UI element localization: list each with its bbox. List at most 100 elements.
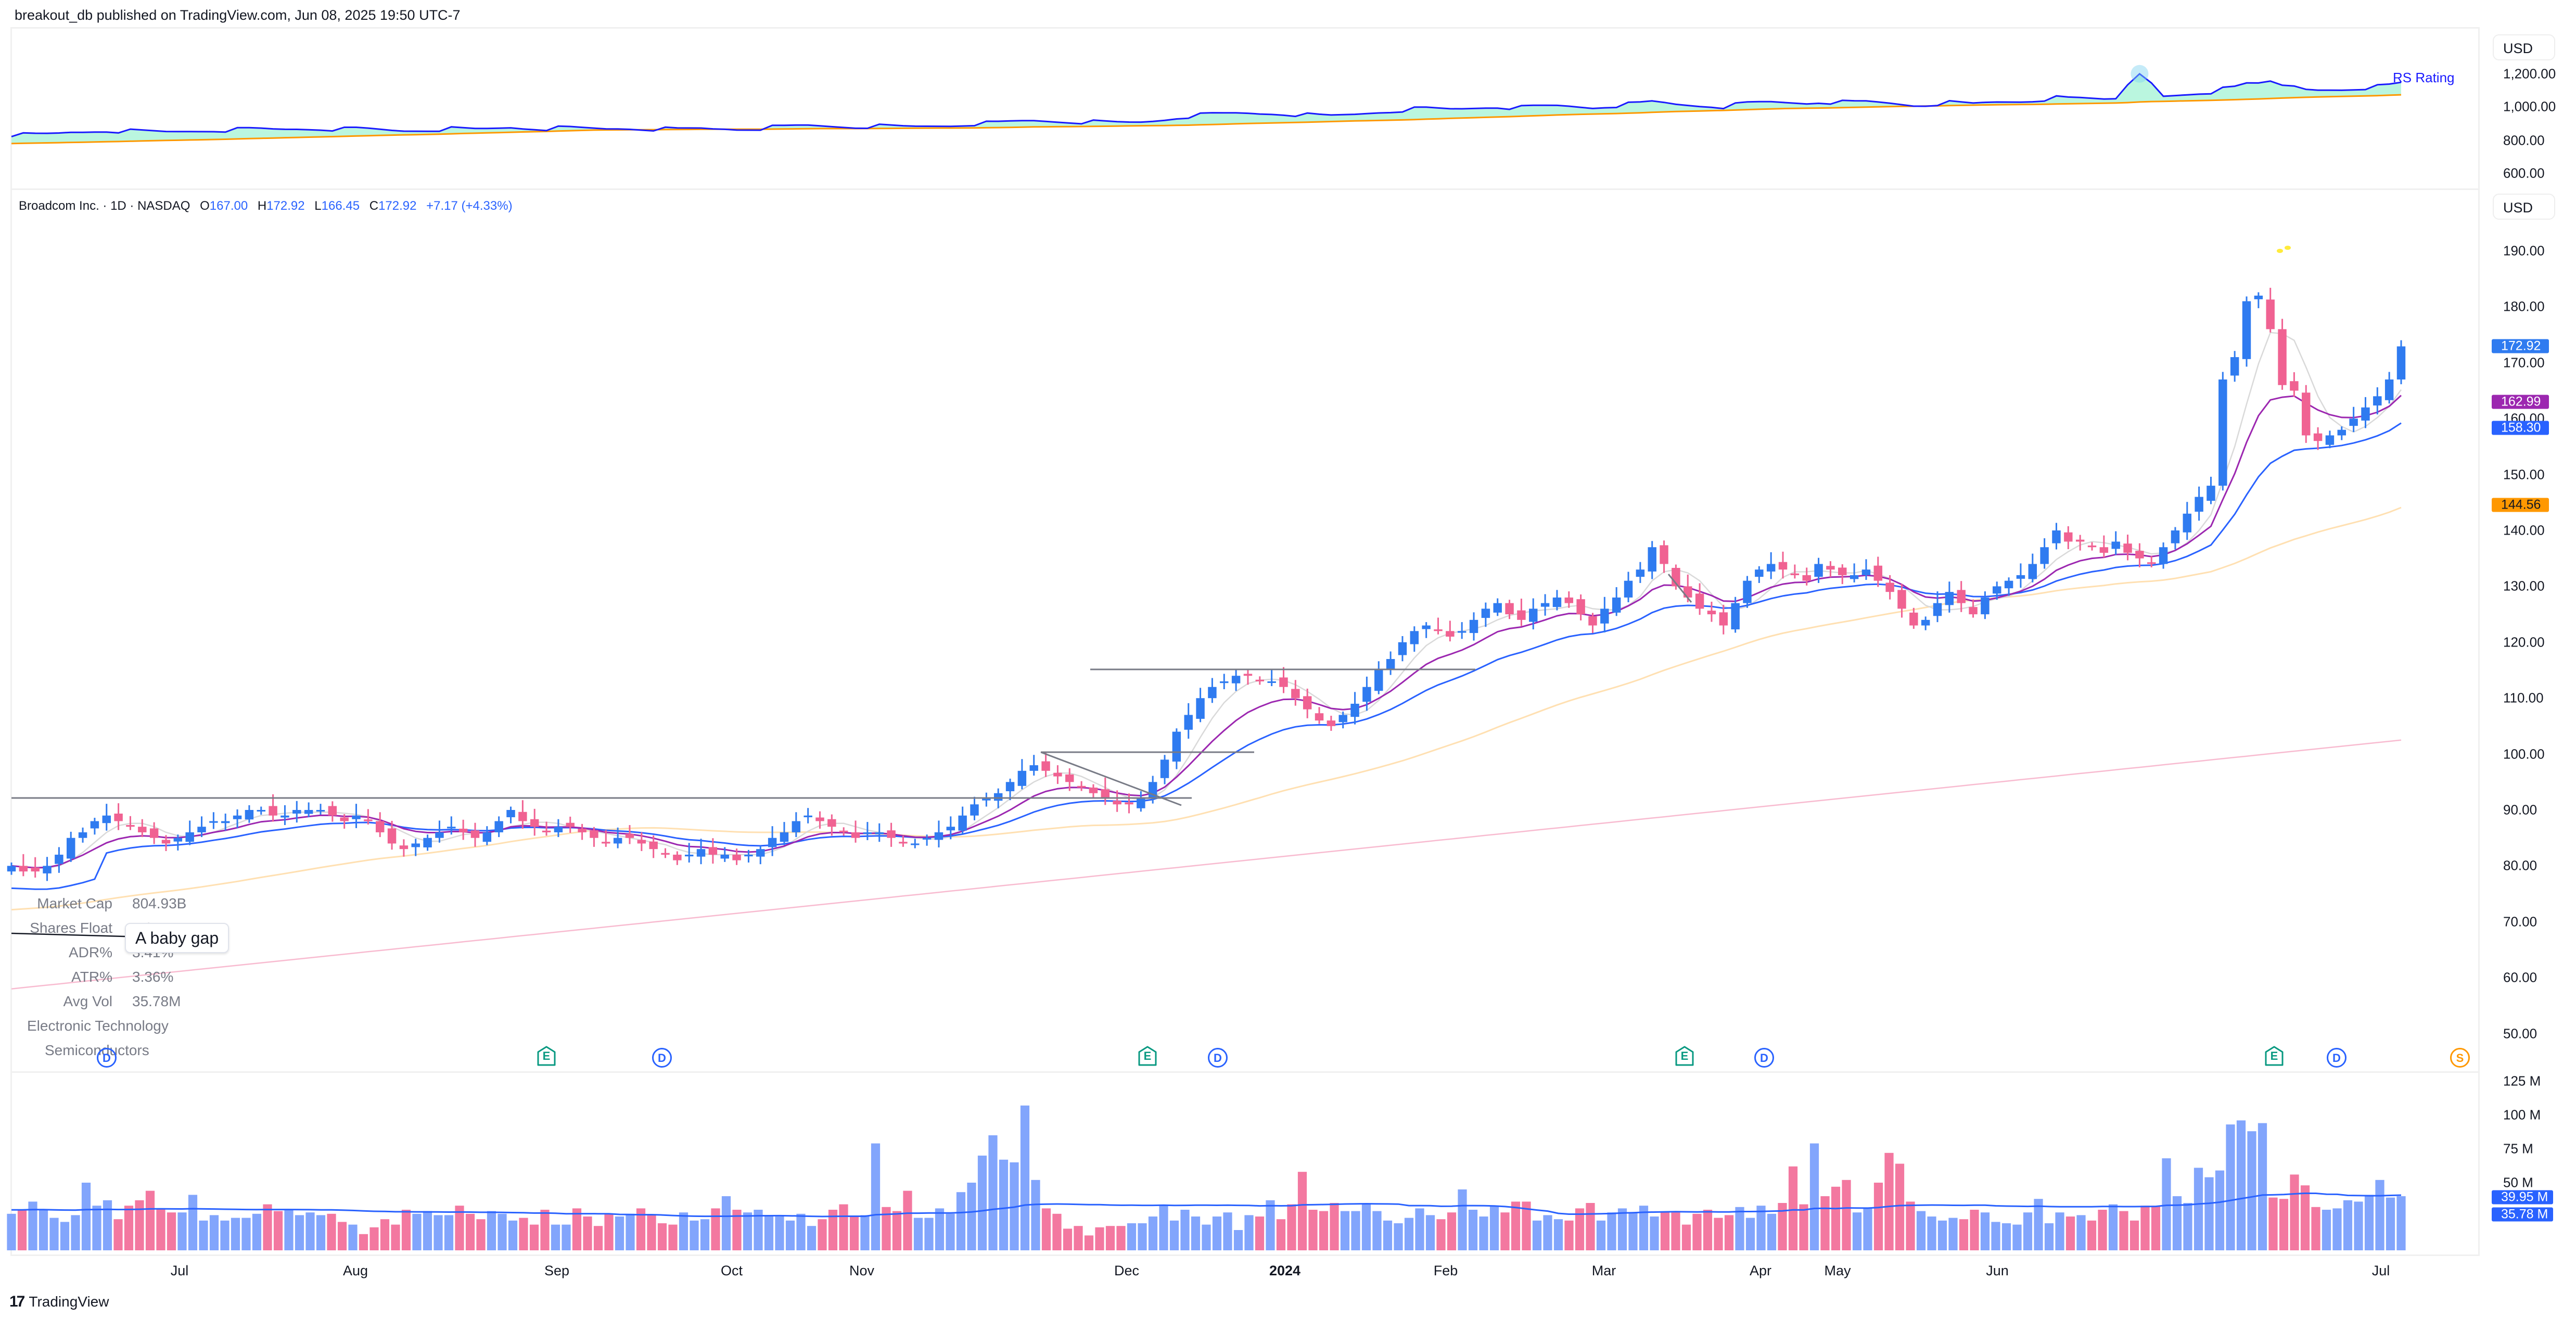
candle-body (2218, 379, 2227, 486)
stat-sector: Electronic Technology (24, 1013, 186, 1038)
volume-bar (2247, 1131, 2256, 1250)
volume-bar (1724, 1215, 1734, 1250)
volume-bar (1586, 1203, 1595, 1250)
split-icon[interactable]: S (2450, 1048, 2470, 1068)
stat-value: 804.93B (132, 895, 187, 911)
candle-body (1826, 566, 1835, 570)
symbol-legend[interactable]: Broadcom Inc. · 1D · NASDAQ O167.00 H172… (19, 199, 513, 213)
volume-bar (2226, 1124, 2235, 1250)
volume-bar (1074, 1226, 1083, 1250)
volume-bar (1394, 1223, 1403, 1250)
price-tick: 110.00 (2503, 690, 2544, 706)
candle-body (2254, 295, 2263, 299)
volume-bar (604, 1213, 614, 1250)
candle-body (708, 847, 718, 855)
price-pane[interactable] (10, 188, 2480, 1072)
rs-tick: 1,200.00 (2503, 66, 2556, 82)
dividend-icon[interactable]: D (2327, 1048, 2347, 1068)
earnings-icon[interactable]: E (2264, 1046, 2284, 1066)
volume-bar (1607, 1212, 1616, 1250)
candle-body (566, 822, 575, 827)
volume-bar (2332, 1208, 2342, 1250)
candle-body (1552, 597, 1562, 607)
candle-body (1517, 610, 1526, 620)
candle-body (1897, 590, 1906, 609)
volume-bar (690, 1220, 699, 1250)
dividend-icon[interactable]: D (1208, 1048, 1228, 1068)
price-tick: 50.00 (2503, 1025, 2537, 1042)
volume-bar (2258, 1123, 2267, 1250)
candle-body (90, 821, 99, 829)
price-currency-button[interactable]: USD (2493, 194, 2555, 220)
candle-body (768, 838, 777, 847)
price-tick: 90.00 (2503, 802, 2537, 818)
earnings-icon[interactable]: E (537, 1046, 556, 1066)
volume-bar (1714, 1218, 1723, 1250)
time-axis-label: Dec (1114, 1263, 1140, 1278)
candle-body (2052, 530, 2061, 543)
earnings-icon[interactable]: E (1138, 1046, 1157, 1066)
candle-body (1707, 611, 1716, 615)
volume-bar (956, 1192, 966, 1250)
candle-body (185, 832, 194, 842)
price-tag: 144.56 (2492, 498, 2549, 512)
rs-tick: 1,000.00 (2503, 98, 2556, 115)
candle-body (1981, 597, 1990, 615)
volume-bar (2300, 1185, 2310, 1250)
time-axis-label: Oct (720, 1263, 743, 1278)
volume-pane[interactable] (10, 1071, 2480, 1256)
volume-bar (209, 1215, 219, 1250)
candle-body (316, 810, 325, 812)
volume-bar (1105, 1226, 1115, 1250)
ema21-line (11, 422, 2402, 890)
dividend-icon[interactable]: D (1754, 1048, 1774, 1068)
volume-bar (2119, 1211, 2128, 1250)
candle-body (1564, 597, 1574, 603)
candle-body (1172, 731, 1181, 762)
dividend-icon[interactable]: D (97, 1048, 117, 1068)
candle-body (1338, 715, 1347, 723)
volume-bar (113, 1219, 123, 1250)
volume-bar (796, 1213, 806, 1250)
rs-currency-button[interactable]: USD (2493, 34, 2555, 60)
candle-body (1303, 696, 1312, 709)
candle-body (352, 815, 361, 819)
volume-bar (711, 1208, 720, 1250)
baby-gap-note[interactable]: A baby gap (125, 923, 229, 953)
signal-dot (2277, 249, 2283, 253)
volume-bar (551, 1224, 560, 1250)
earnings-icon[interactable]: E (1675, 1046, 1694, 1066)
candle-body (1481, 609, 1490, 618)
candle-body (1612, 597, 1621, 613)
volume-bar (1660, 1212, 1670, 1250)
candle-body (756, 849, 765, 857)
volume-bar (2034, 1199, 2043, 1250)
volume-bar (71, 1215, 80, 1250)
volume-bar (316, 1215, 326, 1250)
volume-bar (2065, 1216, 2075, 1250)
volume-tick: 125 M (2503, 1073, 2541, 1089)
volume-bar (412, 1213, 422, 1250)
candle-body (625, 834, 634, 838)
volume-bar (359, 1234, 368, 1250)
volume-bar (1020, 1105, 1030, 1250)
candle-body (399, 845, 409, 850)
candle-body (2159, 547, 2168, 564)
price-tick: 190.00 (2503, 243, 2545, 259)
candle-body (780, 832, 789, 842)
candle-body (1540, 603, 1550, 607)
rs-rating-pane[interactable] (10, 27, 2480, 189)
ema10-line (11, 395, 2402, 869)
candle-body (1315, 713, 1324, 721)
candle-body (1873, 565, 1883, 581)
volume-bar (295, 1215, 304, 1250)
candle-body (1125, 802, 1133, 805)
volume-bar (1639, 1206, 1649, 1250)
dividend-icon[interactable]: D (652, 1048, 672, 1068)
volume-bar (1212, 1216, 1222, 1250)
tradingview-footer[interactable]: 17 TradingView (9, 1293, 109, 1311)
price-tick: 140.00 (2503, 522, 2545, 538)
candle-body (2384, 379, 2394, 400)
stat-value: 35.78M (132, 993, 181, 1009)
